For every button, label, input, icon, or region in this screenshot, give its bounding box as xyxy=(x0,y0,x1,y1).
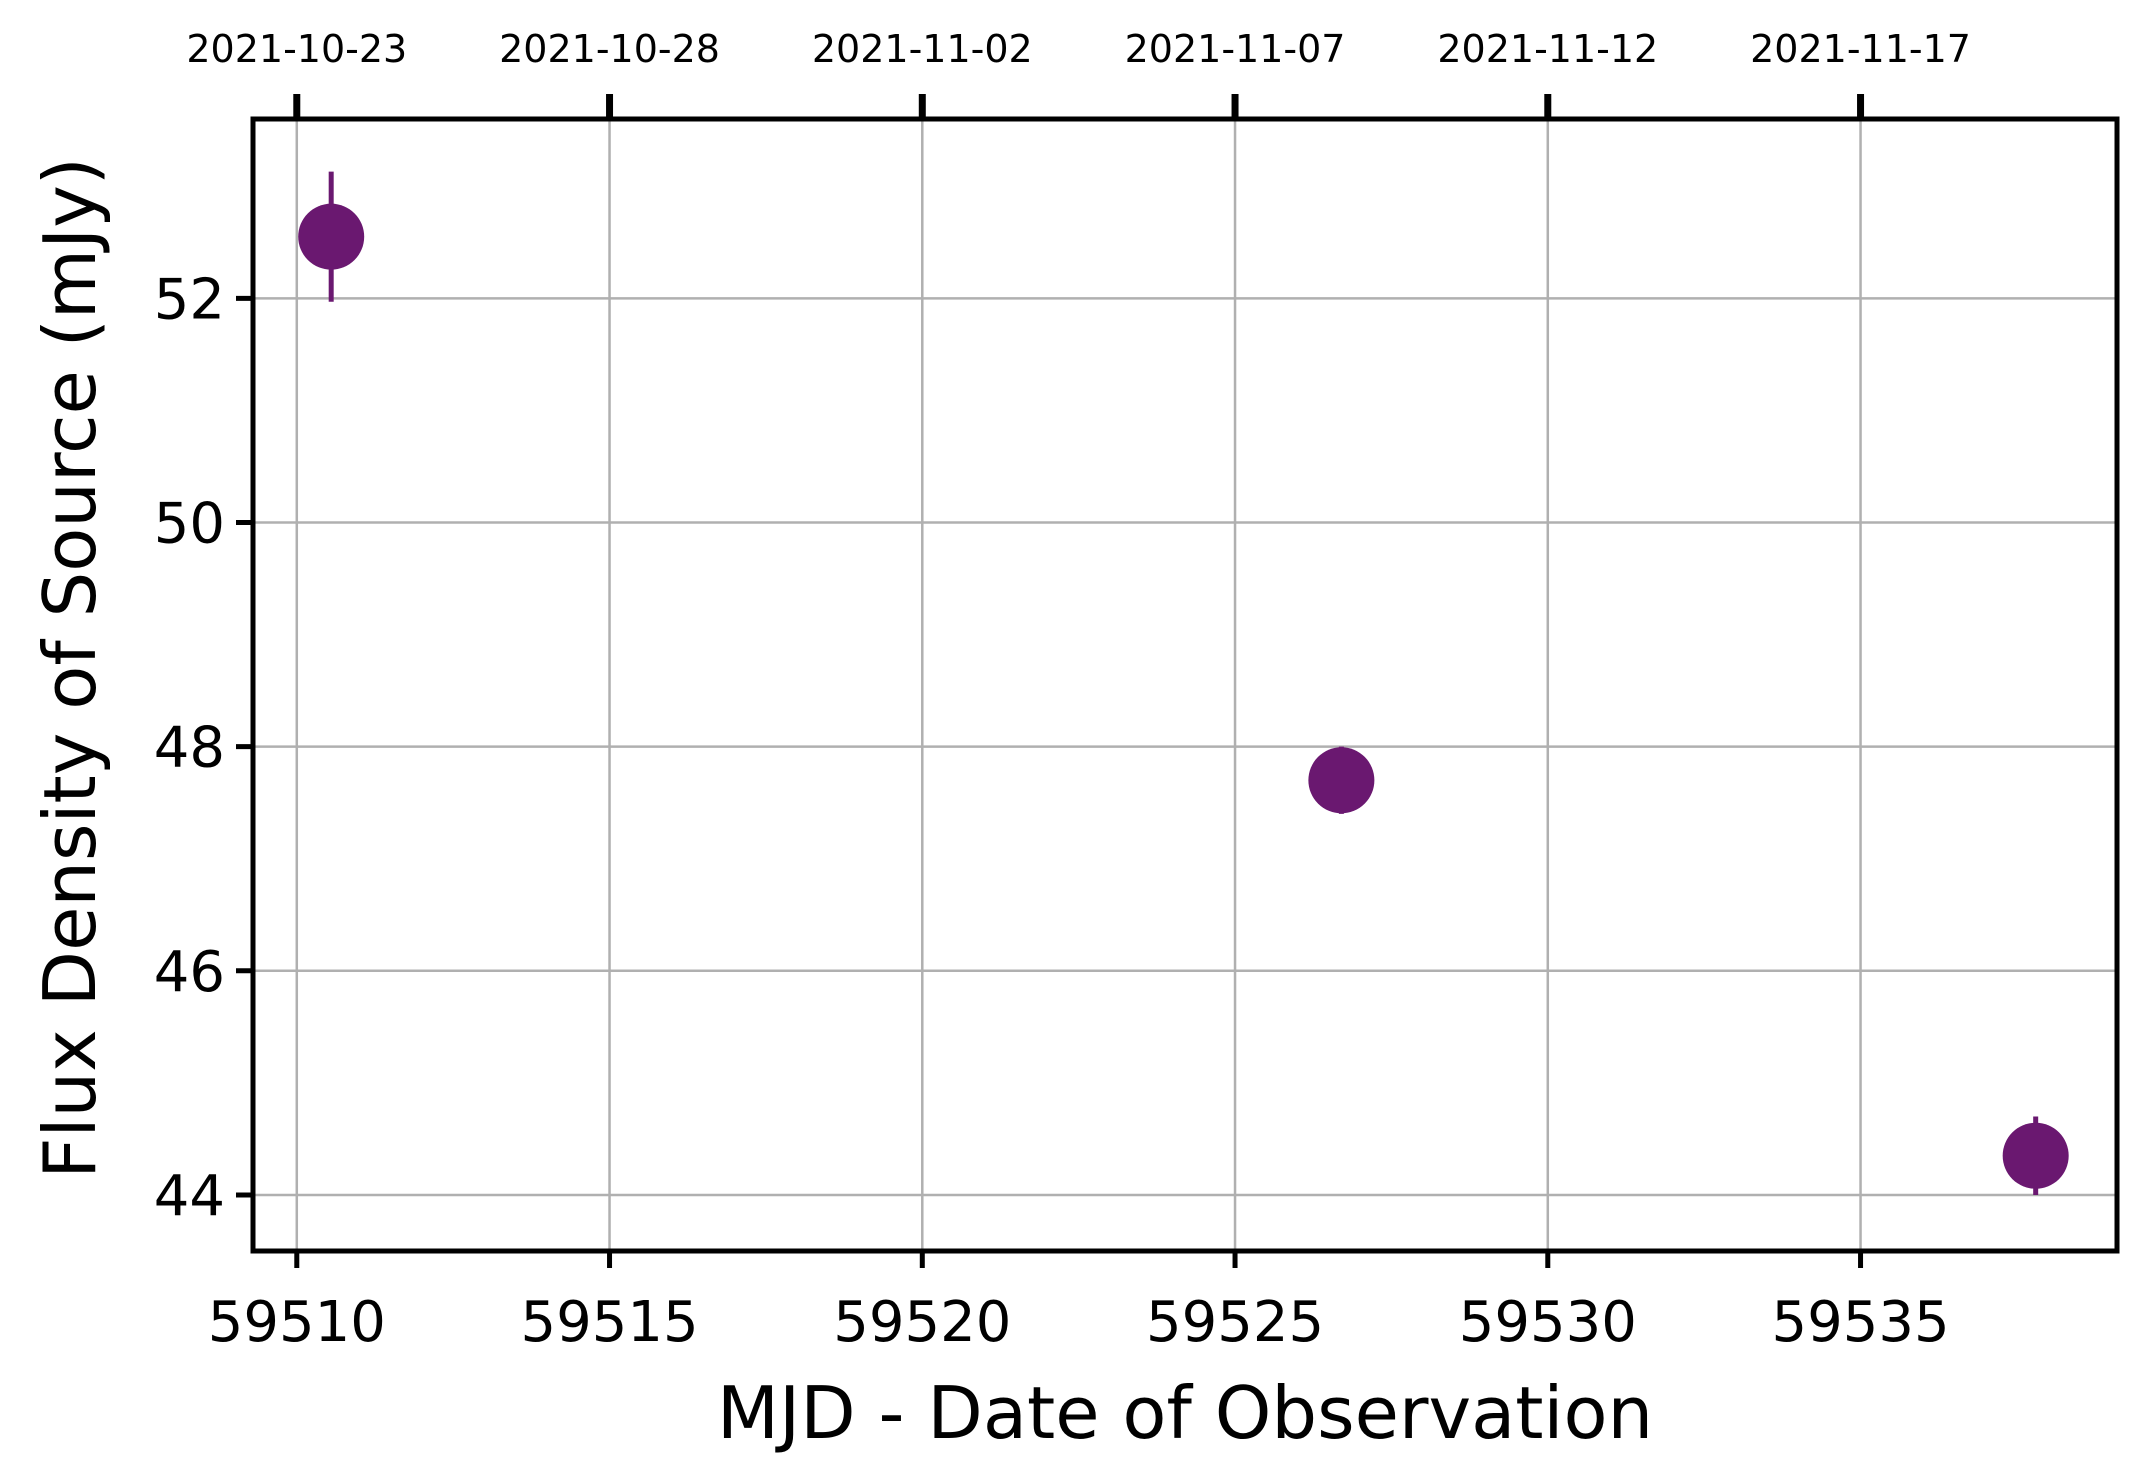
data-point xyxy=(298,171,365,302)
plot-frame xyxy=(250,116,2120,1254)
point-marker xyxy=(2002,1122,2069,1189)
top-tick-label: 2021-11-12 xyxy=(1437,27,1658,71)
y-tick-label: 44 xyxy=(154,1164,225,1229)
x-axis-title: MJD - Date of Observation xyxy=(717,1371,1653,1455)
x-tick-label: 59530 xyxy=(1459,1290,1637,1355)
top-tick-label: 2021-11-07 xyxy=(1125,27,1346,71)
top-tick-label: 2021-11-17 xyxy=(1750,27,1971,71)
x-tick-label: 59525 xyxy=(1146,1290,1324,1355)
axis-ticks: 59510 59515 59520 59525 59530 59535 2021-10-23… xyxy=(154,27,1971,1355)
y-axis-title: Flux Density of Source (mJy) xyxy=(28,157,112,1179)
x-tick-label: 59510 xyxy=(208,1290,386,1355)
data-point xyxy=(1308,746,1375,814)
x-tick-label: 59535 xyxy=(1771,1290,1949,1355)
y-tick-label: 46 xyxy=(154,940,225,1005)
data-point xyxy=(2002,1116,2069,1195)
top-tick-label: 2021-11-02 xyxy=(812,27,1033,71)
top-tick-label: 2021-10-23 xyxy=(186,27,407,71)
y-tick-label: 50 xyxy=(154,491,225,556)
y-tick-label: 52 xyxy=(154,267,225,332)
point-marker xyxy=(298,203,365,270)
x-tick-label: 59520 xyxy=(833,1290,1011,1355)
x-tick-label: 59515 xyxy=(520,1290,698,1355)
point-marker xyxy=(1308,747,1375,814)
grid xyxy=(253,119,2117,1251)
top-tick-label: 2021-10-28 xyxy=(499,27,720,71)
y-tick-label: 48 xyxy=(154,716,225,781)
data-points xyxy=(298,171,2069,1195)
